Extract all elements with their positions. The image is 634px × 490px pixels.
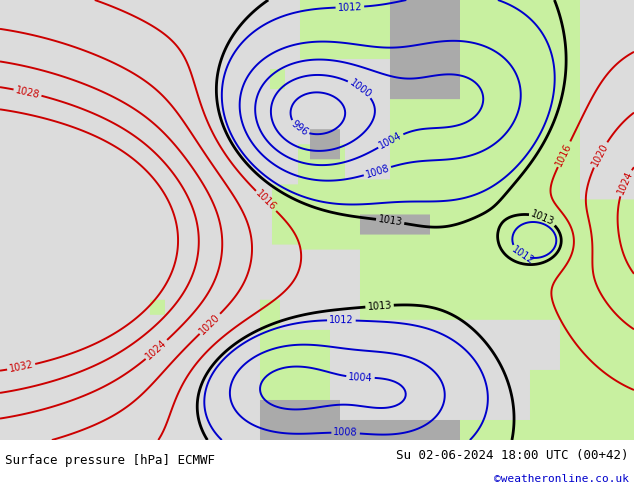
Text: 1004: 1004 — [377, 130, 404, 151]
Text: 1004: 1004 — [348, 372, 373, 383]
Text: 1012: 1012 — [337, 1, 363, 13]
Text: 1008: 1008 — [365, 163, 391, 179]
Text: Su 02-06-2024 18:00 UTC (00+42): Su 02-06-2024 18:00 UTC (00+42) — [396, 448, 629, 462]
Text: 1020: 1020 — [198, 312, 222, 336]
Text: ©weatheronline.co.uk: ©weatheronline.co.uk — [494, 474, 629, 484]
Text: 1013: 1013 — [367, 300, 392, 312]
Text: 1020: 1020 — [590, 142, 611, 168]
Text: 1012: 1012 — [329, 315, 354, 325]
Text: 1016: 1016 — [554, 141, 574, 168]
Text: 1016: 1016 — [254, 189, 278, 213]
Text: 1024: 1024 — [616, 170, 634, 196]
Text: 1012: 1012 — [510, 244, 536, 266]
Text: 1000: 1000 — [347, 77, 373, 99]
Text: 1032: 1032 — [8, 360, 34, 374]
Text: 1013: 1013 — [529, 208, 556, 227]
Text: 1024: 1024 — [144, 338, 169, 362]
Text: 1008: 1008 — [333, 427, 358, 438]
Text: Surface pressure [hPa] ECMWF: Surface pressure [hPa] ECMWF — [5, 454, 215, 466]
Text: 996: 996 — [289, 119, 309, 138]
Text: 1013: 1013 — [377, 215, 403, 228]
Text: 1028: 1028 — [15, 85, 41, 100]
